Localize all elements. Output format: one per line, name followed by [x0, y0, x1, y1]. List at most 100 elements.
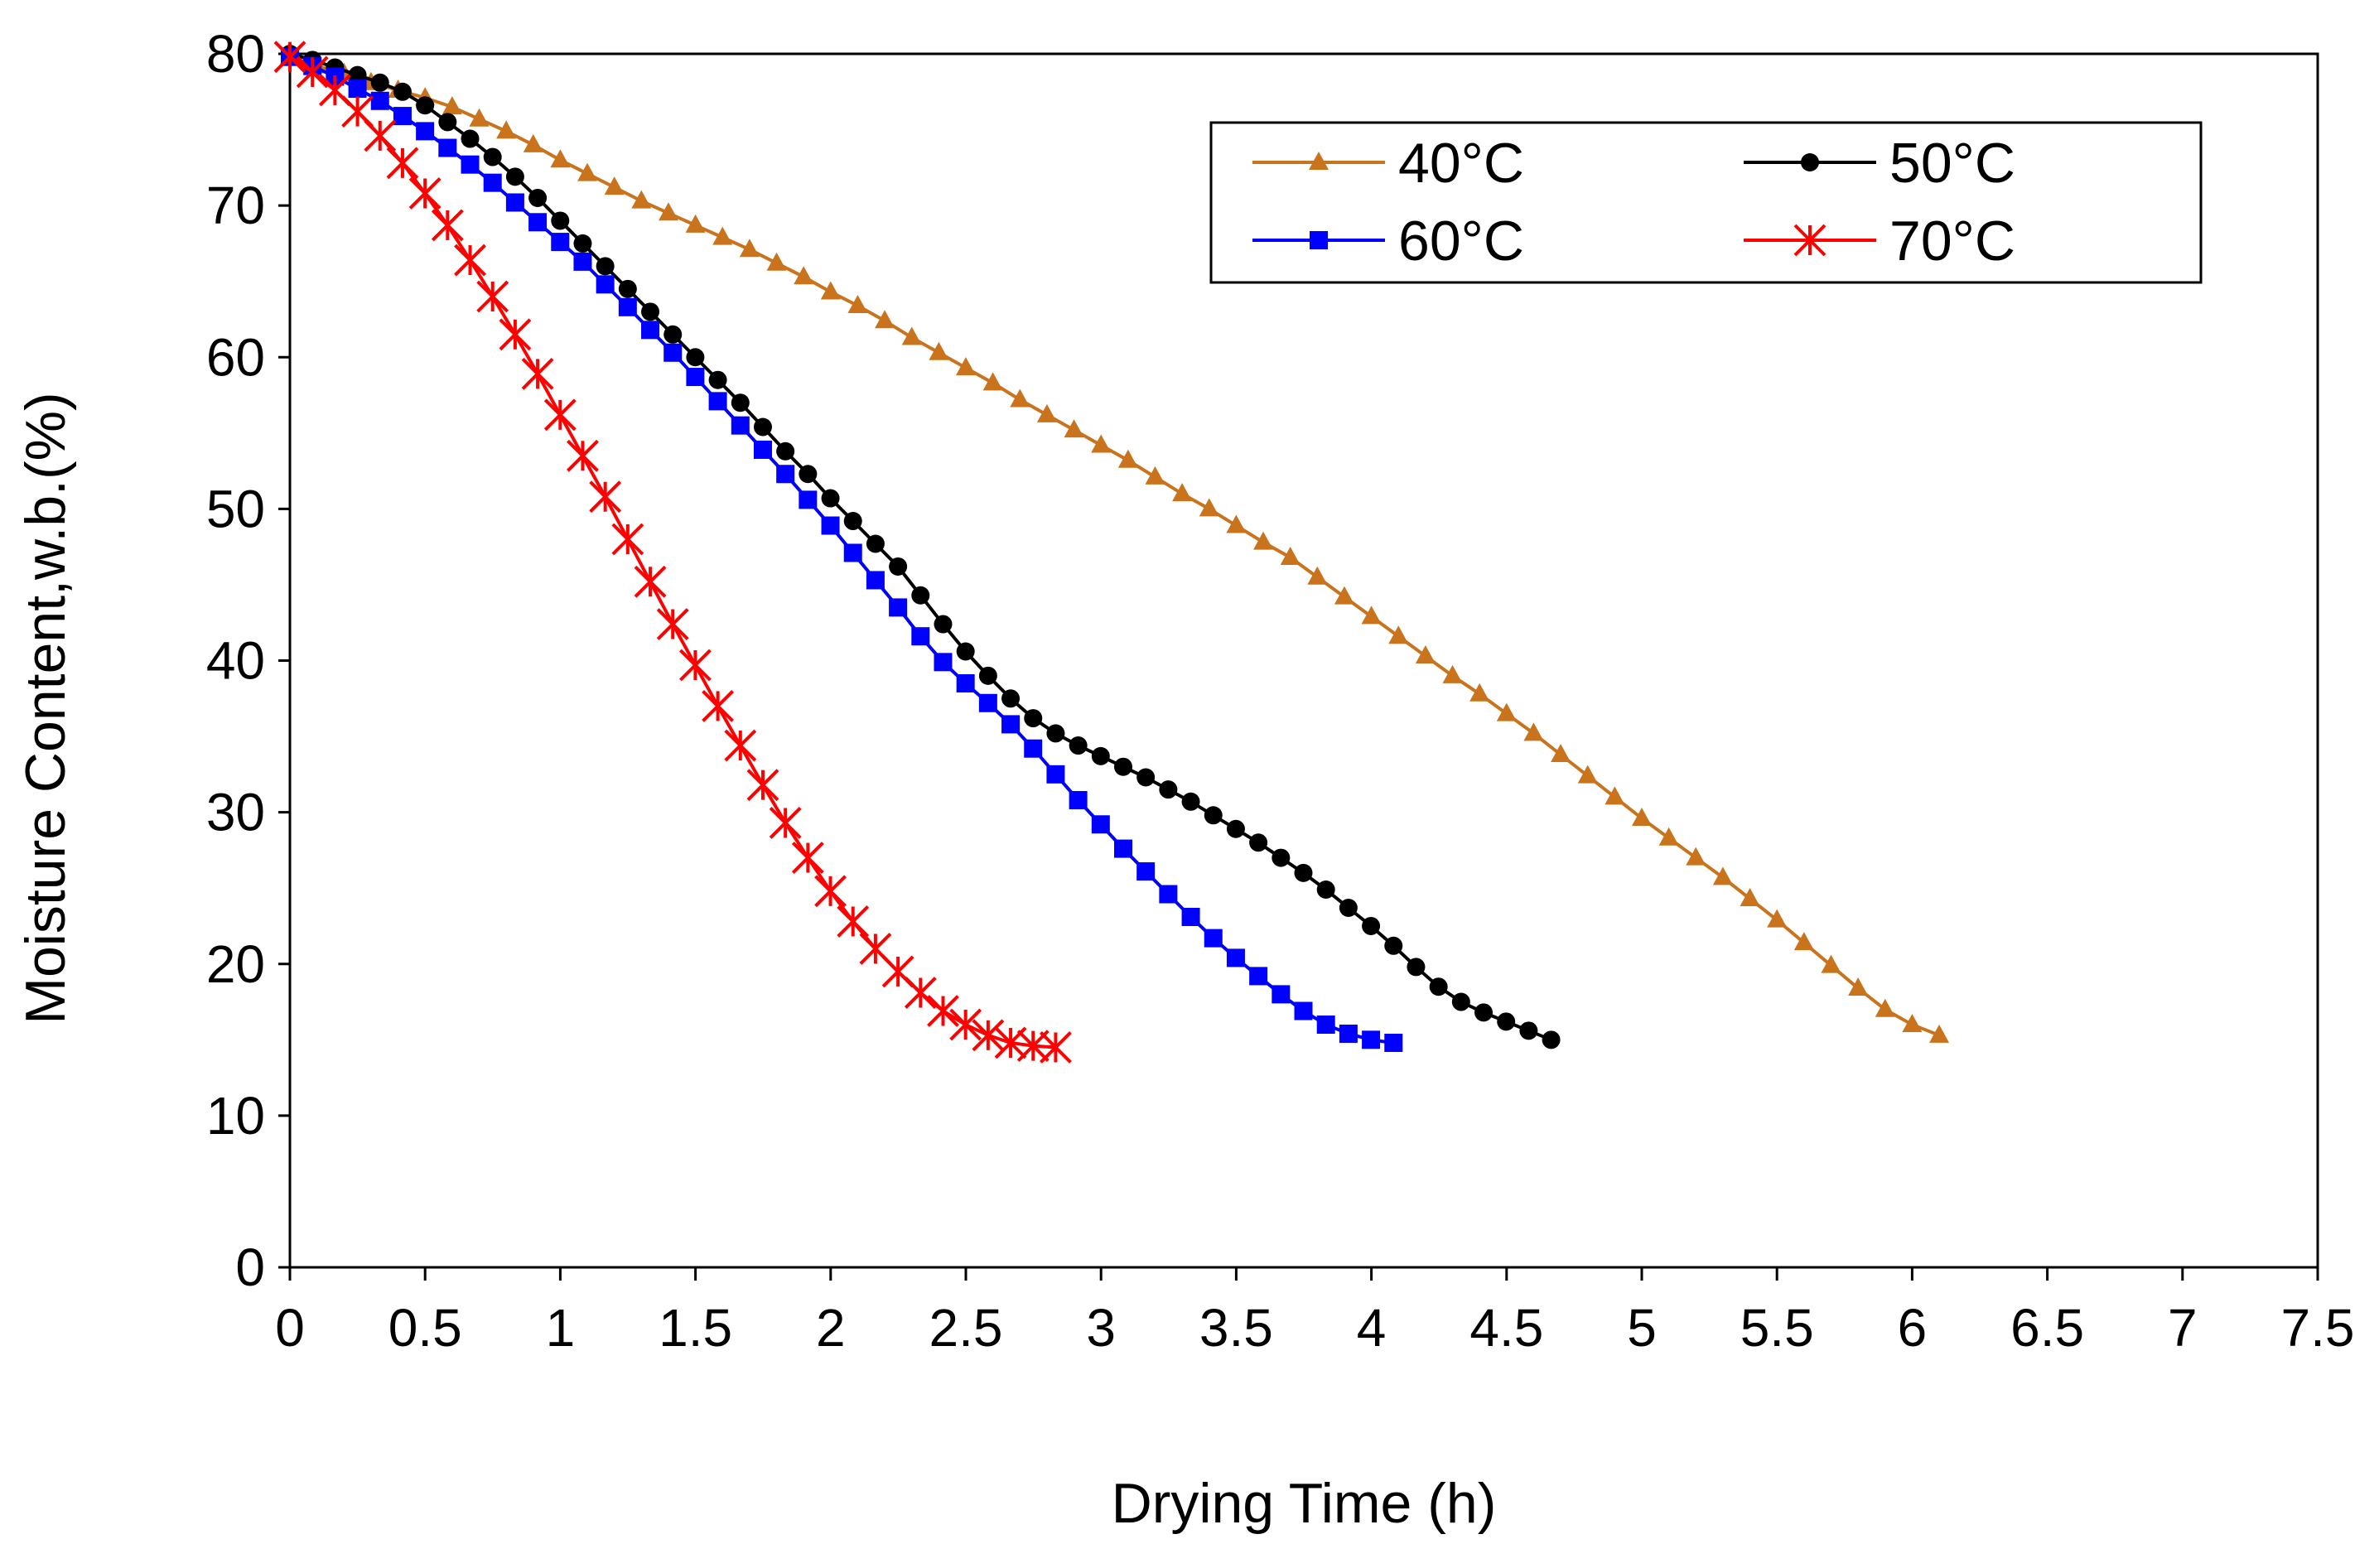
data-point [273, 41, 306, 74]
y-tick-label: 60 [206, 327, 265, 387]
data-point [1249, 833, 1268, 852]
data-point [685, 214, 706, 233]
data-point [364, 119, 397, 152]
data-point [393, 107, 412, 126]
data-point [528, 188, 548, 207]
data-point [1064, 419, 1084, 438]
data-point [296, 55, 329, 89]
data-point [1113, 757, 1132, 776]
data-point [837, 905, 870, 938]
data-point [1740, 888, 1760, 907]
x-axis: 0 0.5 1 1.5 2 2.5 3 3.5 4 4.5 5 5.5 6 6.5 7 7.5 [275, 1267, 2354, 1358]
data-point [618, 279, 637, 298]
x-tick-label: 3 [1086, 1298, 1116, 1358]
data-point [551, 211, 570, 230]
data-point [1848, 977, 1869, 996]
data-point [1046, 724, 1065, 743]
legend-label: 60°C [1398, 210, 1524, 273]
data-point [1875, 998, 1895, 1017]
data-point [1069, 736, 1088, 755]
data-point [1929, 1024, 1950, 1043]
data-point [1551, 744, 1571, 763]
data-point [499, 318, 532, 351]
data-point [1226, 514, 1247, 533]
data-point [408, 177, 442, 210]
data-point [1523, 722, 1544, 741]
data-point [1307, 566, 1328, 585]
data-point [769, 807, 802, 839]
data-point [1117, 449, 1138, 468]
x-tick-label: 7 [2168, 1298, 2198, 1358]
legend-box [1209, 121, 2203, 284]
data-point [927, 995, 959, 1027]
data-point [799, 490, 818, 509]
data-point [543, 398, 577, 432]
data-point [843, 512, 862, 531]
data-point [1793, 932, 1814, 951]
data-point [454, 244, 486, 277]
data-point [1316, 1016, 1335, 1034]
data-point [1902, 1014, 1923, 1032]
data-point [1024, 739, 1043, 758]
legend-label: 70°C [1889, 210, 2015, 273]
x-tick-label: 5.5 [1740, 1298, 1814, 1358]
data-point [496, 120, 517, 139]
series-layer [273, 41, 1950, 1064]
legend-item: 40°C [1252, 132, 1524, 195]
x-tick-label: 6 [1898, 1298, 1928, 1358]
data-point [567, 439, 599, 472]
data-point [904, 977, 937, 1009]
x-tick-label: 1 [546, 1298, 576, 1358]
data-point [523, 133, 543, 152]
data-point [631, 190, 652, 209]
data-point [1821, 954, 1841, 973]
data-point [505, 167, 524, 186]
data-point [505, 193, 524, 212]
data-point [1339, 898, 1358, 917]
data-point [611, 523, 644, 556]
data-point [1272, 985, 1291, 1004]
data-point [483, 173, 502, 192]
data-point [1272, 848, 1291, 867]
x-tick-label: 3.5 [1199, 1298, 1273, 1358]
data-point [708, 370, 727, 389]
data-point [416, 96, 435, 115]
data-point [1091, 434, 1112, 453]
data-point [416, 122, 435, 141]
data-point [820, 281, 841, 300]
data-point [1362, 1030, 1381, 1049]
x-tick-label: 4 [1357, 1298, 1387, 1358]
data-point [1361, 605, 1382, 625]
data-point [573, 252, 592, 271]
y-tick-label: 30 [206, 783, 265, 842]
y-axis-title: Moisture Content,w.b.(%) [14, 392, 77, 1024]
data-point [1091, 746, 1110, 765]
data-point [469, 108, 490, 127]
data-point [1497, 1012, 1516, 1031]
data-point [1159, 780, 1178, 799]
data-point [791, 842, 824, 874]
data-point [934, 653, 953, 672]
data-point [1204, 929, 1223, 948]
y-tick-label: 80 [206, 24, 265, 84]
data-point [1159, 885, 1178, 904]
data-point [972, 1019, 1005, 1052]
data-point [712, 226, 733, 245]
data-point [370, 91, 389, 110]
data-point [1113, 839, 1132, 858]
data-point [875, 310, 895, 329]
data-point [702, 690, 735, 722]
y-tick-label: 20 [206, 934, 265, 994]
legend-item: 70°C [1744, 210, 2015, 273]
data-point [1767, 909, 1788, 928]
data-point [550, 149, 571, 168]
y-tick-label: 50 [206, 479, 265, 538]
data-point [1519, 1021, 1538, 1040]
data-point [1069, 790, 1088, 809]
data-point [799, 465, 818, 484]
data-point [461, 155, 480, 174]
data-point [604, 176, 625, 195]
data-point [708, 392, 727, 411]
y-tick-label: 70 [206, 176, 265, 235]
data-point [956, 673, 975, 692]
